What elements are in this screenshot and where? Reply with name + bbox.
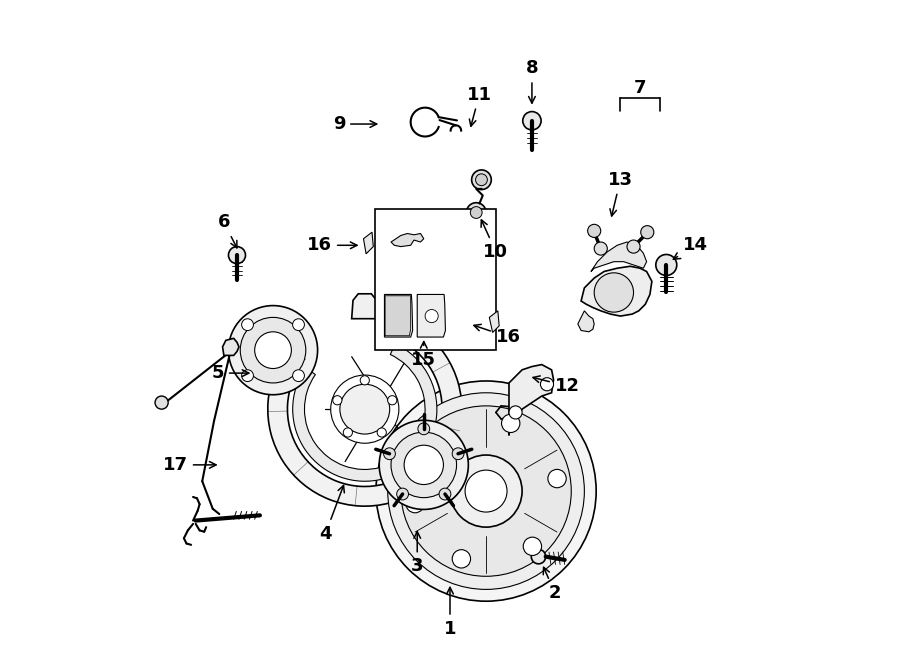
- Polygon shape: [509, 365, 554, 436]
- Circle shape: [343, 428, 353, 437]
- Circle shape: [588, 224, 601, 237]
- Circle shape: [472, 170, 491, 190]
- Circle shape: [471, 207, 482, 218]
- Circle shape: [418, 423, 429, 435]
- Circle shape: [241, 369, 254, 381]
- Circle shape: [501, 414, 520, 432]
- Circle shape: [391, 432, 456, 498]
- Circle shape: [400, 406, 572, 576]
- Circle shape: [255, 332, 292, 369]
- Text: 13: 13: [608, 171, 633, 216]
- Polygon shape: [418, 294, 446, 337]
- Text: 12: 12: [533, 376, 580, 395]
- Circle shape: [465, 470, 507, 512]
- Text: 8: 8: [526, 59, 538, 103]
- Circle shape: [155, 396, 168, 409]
- Polygon shape: [222, 338, 239, 356]
- Circle shape: [452, 550, 471, 568]
- Circle shape: [641, 225, 653, 239]
- Polygon shape: [352, 293, 378, 319]
- Text: 15: 15: [411, 342, 436, 369]
- Circle shape: [333, 396, 342, 405]
- Text: 10: 10: [482, 220, 508, 261]
- Text: 16: 16: [307, 236, 357, 254]
- Circle shape: [594, 273, 634, 312]
- Text: 17: 17: [163, 456, 216, 474]
- Circle shape: [531, 549, 545, 564]
- Text: 9: 9: [333, 115, 377, 133]
- Circle shape: [330, 375, 399, 444]
- Polygon shape: [591, 242, 646, 272]
- Circle shape: [439, 488, 451, 500]
- Circle shape: [292, 319, 304, 330]
- Text: 6: 6: [218, 214, 237, 248]
- Text: 16: 16: [474, 325, 521, 346]
- Circle shape: [523, 537, 542, 555]
- Polygon shape: [391, 233, 424, 247]
- Text: 14: 14: [673, 236, 707, 259]
- Polygon shape: [384, 294, 412, 337]
- Text: 11: 11: [467, 85, 492, 126]
- Text: 3: 3: [411, 531, 424, 576]
- Circle shape: [452, 447, 464, 459]
- Polygon shape: [578, 311, 594, 332]
- Circle shape: [379, 420, 468, 510]
- Circle shape: [340, 384, 390, 434]
- Circle shape: [430, 427, 449, 445]
- Circle shape: [450, 455, 522, 527]
- Polygon shape: [364, 232, 374, 254]
- Circle shape: [229, 305, 318, 395]
- Circle shape: [523, 112, 541, 130]
- Circle shape: [241, 319, 254, 330]
- Polygon shape: [385, 295, 410, 336]
- Wedge shape: [292, 344, 436, 481]
- Circle shape: [475, 174, 488, 186]
- Circle shape: [376, 381, 596, 602]
- Circle shape: [388, 396, 397, 405]
- Circle shape: [388, 393, 584, 590]
- Text: 4: 4: [320, 485, 345, 543]
- Circle shape: [466, 203, 486, 222]
- Polygon shape: [490, 311, 500, 332]
- Circle shape: [594, 242, 608, 255]
- Circle shape: [406, 494, 424, 513]
- Circle shape: [509, 406, 522, 419]
- Circle shape: [627, 240, 640, 253]
- Circle shape: [548, 469, 566, 488]
- Circle shape: [383, 447, 395, 459]
- Circle shape: [656, 254, 677, 276]
- Bar: [374, 210, 496, 350]
- Text: 2: 2: [544, 567, 561, 602]
- Circle shape: [240, 317, 306, 383]
- Circle shape: [360, 375, 369, 385]
- Text: 1: 1: [444, 588, 456, 638]
- Wedge shape: [268, 318, 462, 506]
- Circle shape: [397, 488, 409, 500]
- Circle shape: [541, 377, 554, 391]
- Text: 5: 5: [212, 364, 249, 382]
- Circle shape: [404, 446, 444, 485]
- Circle shape: [377, 428, 386, 437]
- Text: 7: 7: [634, 79, 646, 97]
- Circle shape: [229, 247, 246, 264]
- Polygon shape: [581, 266, 652, 316]
- Circle shape: [425, 309, 438, 323]
- Circle shape: [292, 369, 304, 381]
